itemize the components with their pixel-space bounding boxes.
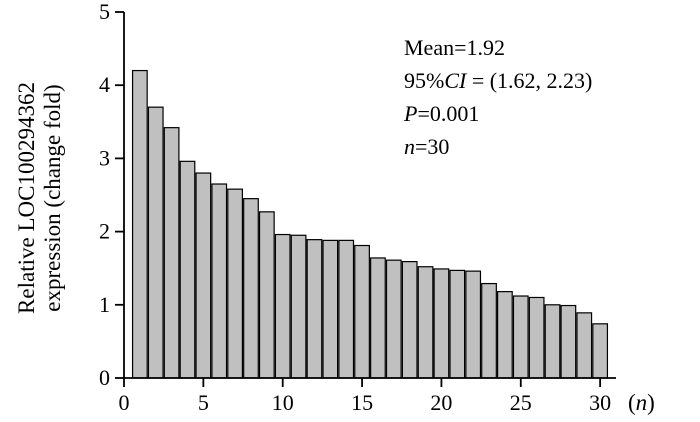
annotation-p-value: =0.001	[417, 101, 479, 126]
y-tick-label-0: 0	[99, 365, 110, 390]
axes-layer	[123, 12, 616, 379]
bar-24	[497, 291, 513, 379]
y-axis-title-line2: expression (change fold)	[40, 84, 65, 311]
annotation-n-value: =30	[415, 134, 449, 159]
annotation-ci-prefix: 95%	[404, 68, 444, 93]
x-tick-label-0: 0	[119, 390, 130, 415]
bar-22	[465, 270, 482, 379]
bar-20	[433, 268, 450, 379]
bar-19	[417, 266, 434, 379]
x-axis-title: (n)	[628, 390, 655, 415]
bar-27	[544, 304, 561, 379]
x-tick-label-20: 20	[430, 390, 452, 415]
x-tick-label-30: 30	[589, 390, 611, 415]
bar-29	[576, 312, 593, 379]
ticks-layer: 0 1 2 3 4 5 0 5 10 15 20 25 30	[99, 0, 611, 415]
bar-21	[449, 269, 466, 379]
annotation-n: n=30	[404, 134, 449, 159]
stats-annotation: Mean=1.92 95%CI = (1.62, 2.23) P=0.001 n…	[403, 35, 592, 159]
bar-26	[528, 296, 545, 379]
bar-13	[322, 239, 339, 379]
bar-7	[227, 188, 244, 379]
annotation-ci-symbol: CI	[444, 68, 468, 93]
annotation-ci: 95%CI = (1.62, 2.23)	[404, 68, 592, 93]
bar-15	[354, 244, 370, 379]
annotation-p: P=0.001	[403, 101, 479, 126]
y-tick-label-5: 5	[99, 0, 110, 24]
bar-8	[243, 198, 259, 379]
bar-17	[385, 259, 402, 379]
bar-25	[512, 295, 529, 379]
bar-4	[179, 160, 196, 379]
bar-23	[481, 282, 497, 379]
bar-30	[592, 323, 609, 379]
bar-3	[163, 127, 180, 379]
annotation-p-symbol: P	[403, 101, 417, 126]
annotation-mean: Mean=1.92	[404, 35, 505, 60]
x-tick-label-15: 15	[351, 390, 373, 415]
bar-5	[195, 172, 212, 379]
annotation-n-symbol: n	[404, 134, 415, 159]
bar-28	[560, 304, 577, 379]
bar-14	[338, 239, 355, 379]
y-tick-label-3: 3	[99, 145, 110, 170]
x-tick-label-5: 5	[198, 390, 209, 415]
bars-layer	[131, 69, 609, 379]
x-axis-title-n: n	[636, 390, 648, 415]
bar-10	[274, 233, 291, 379]
bar-9	[258, 211, 275, 379]
bar-12	[306, 239, 323, 379]
bar-18	[401, 261, 418, 379]
bar-6	[211, 183, 228, 379]
x-tick-label-10: 10	[272, 390, 294, 415]
y-tick-label-1: 1	[99, 292, 110, 317]
y-tick-label-2: 2	[99, 219, 110, 244]
bar-16	[370, 257, 386, 379]
annotation-ci-value: = (1.62, 2.23)	[466, 68, 592, 93]
y-tick-label-4: 4	[99, 72, 110, 97]
bar-2	[147, 106, 164, 379]
x-tick-label-25: 25	[510, 390, 532, 415]
bar-1	[131, 69, 148, 379]
bar-11	[290, 234, 307, 379]
y-axis-title-line1: Relative LOC100294362	[14, 82, 39, 314]
